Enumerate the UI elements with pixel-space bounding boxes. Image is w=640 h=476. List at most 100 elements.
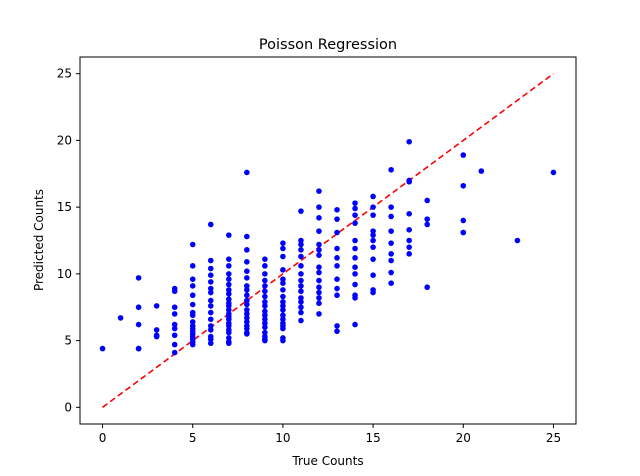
data-point [334,285,340,292]
data-point [262,312,268,319]
data-point [262,271,268,277]
data-point [244,331,250,337]
data-point [298,309,304,316]
data-point [370,212,376,218]
data-point [207,340,214,347]
data-point [460,229,467,236]
data-point [334,229,340,236]
data-points [99,138,557,356]
data-point [370,272,376,278]
data-point [460,182,467,189]
data-point [388,280,394,287]
data-point [244,301,250,308]
data-point [135,275,142,281]
data-point [226,296,232,303]
data-point [406,244,412,250]
data-point [316,188,322,194]
data-point [334,263,340,269]
data-point [316,295,322,301]
data-point [370,193,376,200]
data-point [388,257,394,264]
data-point [207,323,214,329]
identity-reference-line [102,73,554,408]
data-point [207,316,214,323]
data-point [424,221,431,228]
data-point [352,264,358,270]
data-point [262,283,268,289]
data-point [207,285,214,292]
data-point [244,247,250,253]
y-tick-label: 5 [64,334,72,348]
data-point [388,166,394,173]
data-point [207,265,214,272]
data-point [244,275,250,281]
data-point [207,279,214,285]
data-point [262,320,268,327]
data-point [334,276,340,283]
y-axis-label: Predicted Counts [32,189,46,291]
data-point [352,295,358,301]
y-tick-label: 25 [57,67,72,81]
data-point [244,307,250,313]
data-point [244,297,250,304]
data-point [171,349,178,356]
data-point [262,256,268,262]
data-point [298,317,304,324]
data-point [153,327,160,333]
data-point [189,276,196,283]
data-point [171,325,178,332]
data-point [334,323,340,329]
x-tick-label: 15 [365,431,380,445]
data-point [316,264,322,270]
data-point [298,247,304,253]
data-point [189,283,196,289]
data-point [352,237,358,244]
data-point [316,277,322,284]
data-point [244,315,250,321]
data-point [244,169,250,176]
data-point [280,303,286,309]
x-axis-ticks: 0 5 10 15 20 25 [99,424,561,445]
data-point [280,337,286,344]
data-point [424,284,431,291]
data-point [262,263,268,269]
data-point [298,277,304,284]
x-tick-label: 5 [189,431,197,445]
data-point [262,293,268,300]
data-point [226,335,232,341]
data-point [207,257,214,264]
data-point [207,272,214,278]
data-point [352,205,358,212]
data-point [226,263,232,269]
data-point [334,245,340,252]
data-point [388,213,394,220]
data-point [226,340,232,347]
data-point [226,271,232,277]
x-tick-label: 0 [99,431,107,445]
data-point [207,336,214,343]
data-point [189,292,196,299]
data-point [226,276,232,283]
data-point [189,341,196,348]
data-point [334,292,340,299]
data-point [460,152,467,158]
data-point [244,233,250,240]
data-point [207,309,214,316]
x-tick-label: 10 [275,431,290,445]
data-point [316,300,322,307]
data-point [316,269,322,276]
data-point [550,169,557,176]
data-point [298,208,304,214]
y-tick-label: 15 [57,200,72,214]
data-point [280,316,286,323]
data-point [316,228,322,234]
data-point [298,263,304,269]
data-point [406,237,412,244]
y-tick-label: 10 [57,267,72,281]
data-point [153,303,160,309]
data-point [117,315,124,321]
chart-title: Poisson Regression [259,37,397,53]
data-point [370,256,376,262]
data-point [262,308,268,315]
